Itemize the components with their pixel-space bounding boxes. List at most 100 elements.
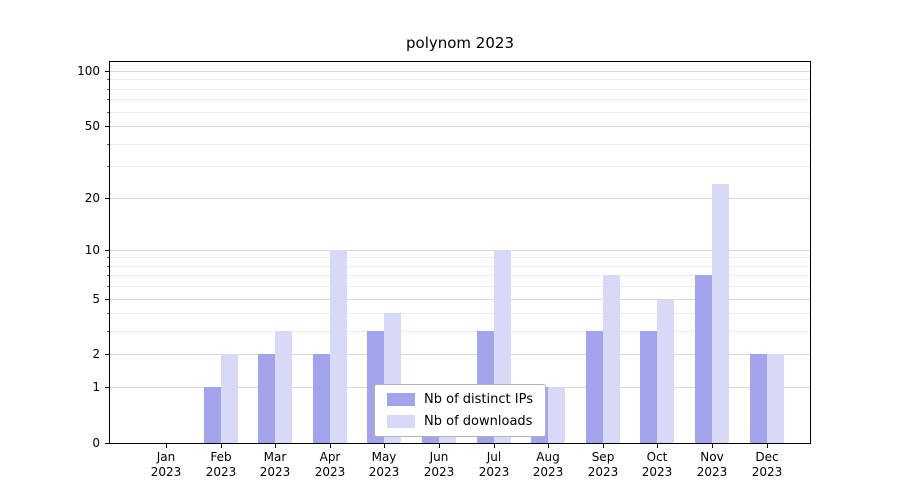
x-tick-label-line: Jun	[429, 450, 449, 464]
y-minor-tick-mark-30	[107, 166, 109, 167]
x-tick-label-jul-2023: Jul 2023	[454, 450, 534, 480]
x-tick-label-line: 2023	[641, 465, 673, 479]
gridline-major-20	[110, 198, 810, 199]
x-tick-label-jun-2023: Jun 2023	[399, 450, 479, 480]
gridline-minor-4	[110, 313, 810, 314]
x-tick-mark-dec-2023	[767, 444, 768, 448]
x-tick-mark-may-2023	[384, 444, 385, 448]
bar-nb-of-downloads-aug-2023	[548, 387, 565, 443]
x-tick-label-line: Nov	[700, 450, 724, 464]
gridline-minor-30	[110, 166, 810, 167]
y-tick-label-0: 0	[92, 436, 100, 450]
x-tick-label-feb-2023: Feb 2023	[181, 450, 261, 480]
y-tick-label-50: 50	[84, 119, 100, 133]
y-minor-tick-mark-70	[107, 99, 109, 100]
x-tick-label-line: Jan	[156, 450, 176, 464]
gridline-major-10	[110, 250, 810, 251]
x-tick-mark-oct-2023	[657, 444, 658, 448]
gridline-minor-40	[110, 144, 810, 145]
legend-label-distinct-ips: Nb of distinct IPs	[424, 392, 533, 407]
x-tick-label-apr-2023: Apr 2023	[290, 450, 370, 480]
y-minor-tick-mark-6	[107, 286, 109, 287]
x-tick-mark-jun-2023	[439, 444, 440, 448]
bar-nb-of-distinct-ips-mar-2023	[258, 354, 275, 443]
y-minor-tick-mark-80	[107, 89, 109, 90]
y-minor-tick-mark-8	[107, 266, 109, 267]
y-tick-label-5: 5	[92, 292, 100, 306]
gridline-minor-80	[110, 89, 810, 90]
y-tick-mark-1	[105, 387, 109, 388]
y-minor-tick-mark-40	[107, 144, 109, 145]
legend: Nb of distinct IPs Nb of downloads	[374, 384, 546, 437]
x-tick-mark-jan-2023	[166, 444, 167, 448]
x-tick-label-line: 2023	[423, 465, 455, 479]
x-tick-label-line: 2023	[532, 465, 564, 479]
bar-nb-of-distinct-ips-apr-2023	[313, 354, 330, 443]
legend-swatch-distinct-ips	[387, 393, 416, 406]
x-tick-label-oct-2023: Oct 2023	[617, 450, 697, 480]
x-tick-label-line: Aug	[536, 450, 560, 464]
gridline-minor-60	[110, 112, 810, 113]
y-tick-mark-5	[105, 299, 109, 300]
y-minor-tick-mark-4	[107, 313, 109, 314]
bar-nb-of-distinct-ips-dec-2023	[750, 354, 767, 443]
x-tick-label-line: 2023	[696, 465, 728, 479]
gridline-minor-8	[110, 266, 810, 267]
bar-nb-of-downloads-dec-2023	[767, 354, 784, 443]
y-tick-mark-0	[105, 443, 109, 444]
bar-nb-of-distinct-ips-nov-2023	[695, 275, 712, 443]
y-minor-tick-mark-90	[107, 79, 109, 80]
y-tick-label-1: 1	[92, 380, 100, 394]
y-tick-mark-2	[105, 354, 109, 355]
legend-item-downloads: Nb of downloads	[387, 414, 533, 429]
bar-nb-of-downloads-feb-2023	[221, 354, 238, 443]
y-minor-tick-mark-3	[107, 331, 109, 332]
bar-nb-of-distinct-ips-oct-2023	[640, 331, 657, 443]
gridline-minor-3	[110, 331, 810, 332]
y-tick-label-2: 2	[92, 347, 100, 361]
legend-label-downloads: Nb of downloads	[424, 414, 533, 429]
x-tick-mark-apr-2023	[330, 444, 331, 448]
bar-nb-of-distinct-ips-sep-2023	[586, 331, 603, 443]
x-tick-mark-nov-2023	[712, 444, 713, 448]
x-tick-label-line: Mar	[263, 450, 287, 464]
x-tick-label-line: May	[371, 450, 397, 464]
gridline-minor-7	[110, 275, 810, 276]
x-tick-label-may-2023: May 2023	[344, 450, 424, 480]
x-tick-label-line: 2023	[478, 465, 510, 479]
x-tick-label-line: 2023	[751, 465, 783, 479]
x-tick-label-line: 2023	[259, 465, 291, 479]
x-tick-mark-sep-2023	[603, 444, 604, 448]
y-tick-mark-20	[105, 198, 109, 199]
x-tick-label-line: 2023	[314, 465, 346, 479]
x-tick-label-line: Dec	[755, 450, 779, 464]
y-minor-tick-mark-9	[107, 257, 109, 258]
x-tick-label-line: Oct	[646, 450, 668, 464]
x-tick-mark-feb-2023	[221, 444, 222, 448]
x-tick-label-dec-2023: Dec 2023	[727, 450, 807, 480]
plot-area: Nb of distinct IPs Nb of downloads	[109, 61, 811, 444]
bar-nb-of-distinct-ips-feb-2023	[204, 387, 221, 443]
x-tick-mark-mar-2023	[275, 444, 276, 448]
y-tick-mark-100	[105, 71, 109, 72]
x-tick-label-line: 2023	[150, 465, 182, 479]
x-tick-label-line: Sep	[591, 450, 615, 464]
x-tick-label-line: 2023	[368, 465, 400, 479]
bar-nb-of-downloads-mar-2023	[275, 331, 292, 443]
gridline-major-50	[110, 126, 810, 127]
y-tick-mark-10	[105, 250, 109, 251]
x-tick-label-aug-2023: Aug 2023	[508, 450, 588, 480]
gridline-major-2	[110, 354, 810, 355]
x-tick-label-line: Jul	[486, 450, 502, 464]
legend-swatch-downloads	[387, 415, 416, 428]
y-tick-label-20: 20	[84, 191, 100, 205]
bar-nb-of-downloads-nov-2023	[712, 184, 729, 443]
x-tick-mark-aug-2023	[548, 444, 549, 448]
y-tick-mark-50	[105, 126, 109, 127]
bar-nb-of-downloads-oct-2023	[657, 299, 674, 443]
x-tick-label-line: 2023	[205, 465, 237, 479]
gridline-major-5	[110, 299, 810, 300]
y-tick-label-10: 10	[84, 243, 100, 257]
x-tick-label-nov-2023: Nov 2023	[672, 450, 752, 480]
